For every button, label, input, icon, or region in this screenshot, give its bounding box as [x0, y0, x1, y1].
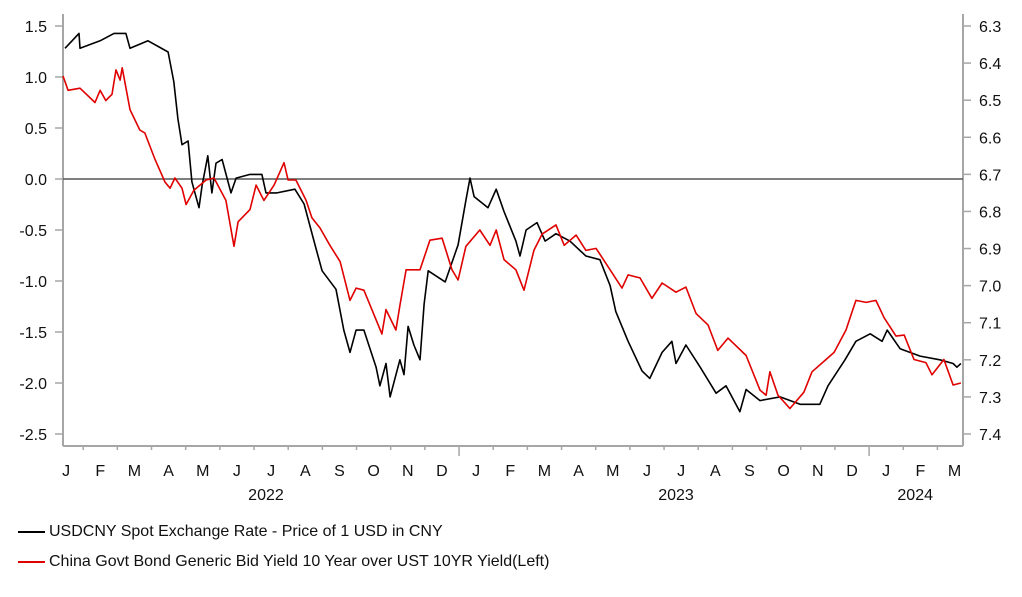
month-tick-label: J	[267, 463, 275, 480]
month-tick-label: S	[334, 463, 345, 480]
month-tick-label: S	[744, 463, 755, 480]
year-label: 2024	[897, 487, 933, 504]
right-axis-tick-label: 6.9	[979, 242, 1001, 259]
left-axis-tick-label: 1.0	[25, 70, 47, 87]
legend-item-yield-spread: China Govt Bond Generic Bid Yield 10 Yea…	[18, 553, 549, 571]
month-tick-label: A	[573, 463, 584, 480]
month-tick-label: M	[538, 463, 551, 480]
month-tick-label: N	[812, 463, 824, 480]
month-tick-label: M	[196, 463, 209, 480]
month-tick-label: A	[300, 463, 311, 480]
month-tick-label: F	[95, 463, 105, 480]
legend-swatch-black	[18, 531, 45, 533]
right-axis-tick-label: 7.0	[979, 279, 1001, 296]
month-tick-label: M	[128, 463, 141, 480]
month-tick-label: N	[402, 463, 414, 480]
month-tick-label: J	[62, 463, 70, 480]
left-axis-tick-label: 1.5	[25, 19, 47, 36]
month-tick-label: D	[846, 463, 858, 480]
month-tick-label: O	[777, 463, 789, 480]
right-axis-tick-label: 7.2	[979, 353, 1001, 370]
left-axis-tick-label: 0.0	[25, 172, 47, 189]
month-tick-label: D	[436, 463, 448, 480]
legend-item-usdcny: USDCNY Spot Exchange Rate - Price of 1 U…	[18, 523, 443, 541]
right-axis-tick-label: 6.4	[979, 56, 1001, 73]
left-axis-tick-label: -0.5	[19, 223, 47, 240]
month-tick-label: A	[710, 463, 721, 480]
right-axis-tick-label: 7.1	[979, 316, 1001, 333]
year-label: 2022	[248, 487, 284, 504]
right-axis-tick-label: 6.6	[979, 130, 1001, 147]
month-tick-label: J	[472, 463, 480, 480]
month-tick-label: M	[948, 463, 961, 480]
year-label: 2023	[658, 487, 694, 504]
month-tick-label: J	[677, 463, 685, 480]
month-tick-label: F	[915, 463, 925, 480]
month-tick-label: J	[233, 463, 241, 480]
month-tick-label: M	[606, 463, 619, 480]
right-axis-tick-label: 7.4	[979, 427, 1001, 444]
month-tick-label: O	[367, 463, 379, 480]
legend-swatch-red	[18, 561, 45, 563]
left-axis-tick-label: -2.5	[19, 427, 47, 444]
month-tick-label: J	[882, 463, 890, 480]
month-tick-label: J	[643, 463, 651, 480]
yield-spread-series-line	[62, 67, 962, 410]
legend-label: USDCNY Spot Exchange Rate - Price of 1 U…	[49, 523, 443, 540]
month-tick-label: A	[163, 463, 174, 480]
right-axis-tick-label: 6.5	[979, 93, 1001, 110]
left-axis-tick-label: -1.0	[19, 274, 47, 291]
left-axis-tick-label: -2.0	[19, 376, 47, 393]
legend-label: China Govt Bond Generic Bid Yield 10 Yea…	[49, 553, 550, 570]
right-axis-tick-label: 6.7	[979, 167, 1001, 184]
right-axis-tick-label: 6.8	[979, 204, 1001, 221]
left-axis-tick-label: 0.5	[25, 121, 47, 138]
usdcny-series-line	[64, 32, 962, 413]
month-tick-label: F	[505, 463, 515, 480]
right-axis-tick-label: 6.3	[979, 19, 1001, 36]
right-axis-tick-label: 7.3	[979, 390, 1001, 407]
left-axis-tick-label: -1.5	[19, 325, 47, 342]
